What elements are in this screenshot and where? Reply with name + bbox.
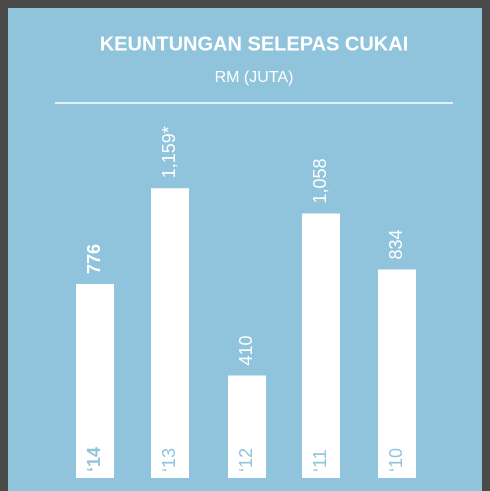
bar [302,213,340,478]
category-label: ‘10 [386,448,406,472]
value-label: 834 [386,229,406,259]
category-label: ‘13 [159,448,179,472]
value-label: 1,058 [310,158,330,203]
category-label: ‘12 [236,448,256,472]
bar [151,188,189,478]
category-label: ‘11 [310,449,330,472]
bar [228,375,266,478]
value-label: 410 [236,335,256,365]
value-label: 1,159* [159,126,179,178]
category-label: ‘14 [84,447,104,472]
value-label: 776 [84,244,104,274]
chart-title: KEUNTUNGAN SELEPAS CUKAI [100,33,409,55]
chart-subtitle: RM (JUTA) [215,69,294,86]
bar [378,269,416,478]
bar [76,284,114,478]
